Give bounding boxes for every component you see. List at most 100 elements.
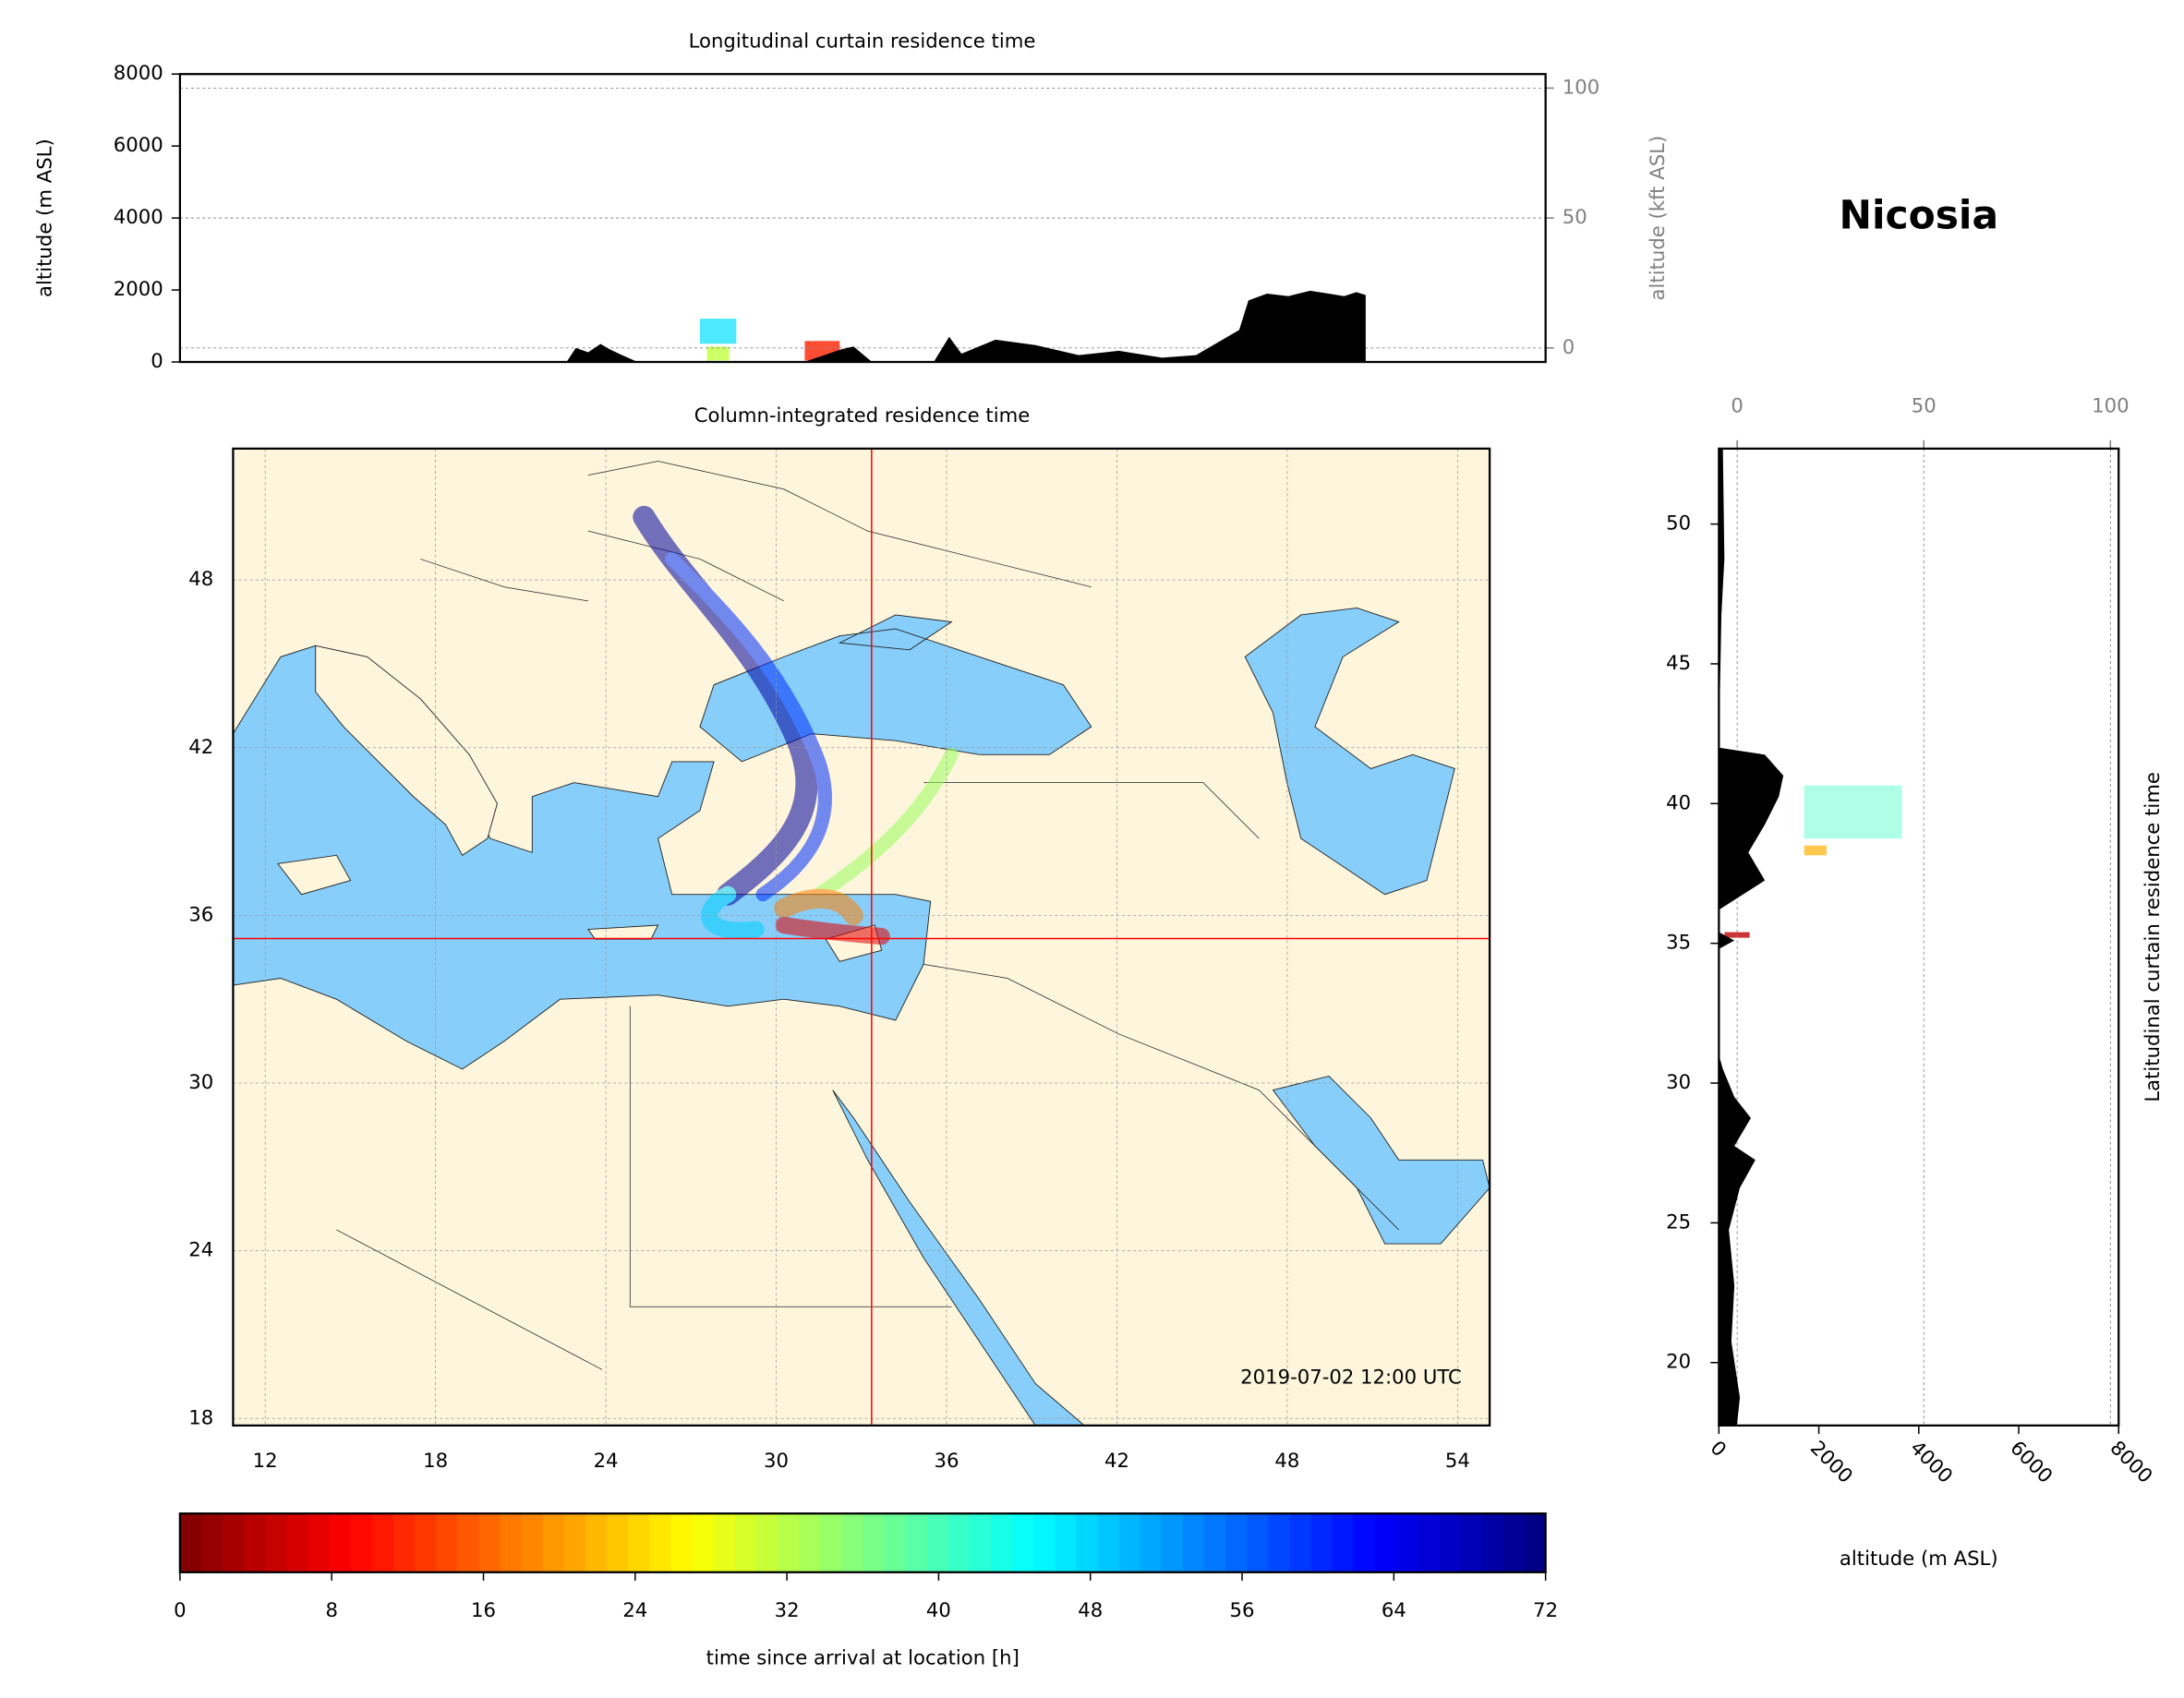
colorbar-step xyxy=(1332,1513,1355,1572)
y2-tick-label: 50 xyxy=(1563,205,1587,228)
colorbar-tick-label: 16 xyxy=(471,1598,496,1621)
colorbar-step xyxy=(990,1513,1013,1572)
y-axis-label: Latitudinal curtain residence time xyxy=(2141,772,2164,1102)
colorbar-step xyxy=(1310,1513,1333,1572)
colorbar-step xyxy=(329,1513,352,1572)
map-base xyxy=(233,448,1490,1426)
colorbar-step xyxy=(1268,1513,1291,1572)
x-tick-label: 24 xyxy=(594,1449,619,1472)
colorbar-step xyxy=(457,1513,480,1572)
colorbar-step xyxy=(1289,1513,1312,1572)
colorbar-step xyxy=(798,1513,821,1572)
colorbar-step xyxy=(1395,1513,1418,1572)
colorbar-step xyxy=(1182,1513,1205,1572)
colorbar-step xyxy=(542,1513,565,1572)
colorbar-step xyxy=(820,1513,842,1572)
terrain-area xyxy=(934,290,1366,363)
colorbar-step xyxy=(1460,1513,1483,1572)
colorbar-step xyxy=(692,1513,715,1572)
y-tick-label: 0 xyxy=(151,349,163,372)
colorbar-step xyxy=(1439,1513,1461,1572)
colorbar-step xyxy=(1076,1513,1099,1572)
colorbar-step xyxy=(1161,1513,1184,1572)
colorbar-step xyxy=(926,1513,949,1572)
colorbar-step xyxy=(371,1513,394,1572)
colorbar-step xyxy=(755,1513,778,1572)
colorbar-step xyxy=(308,1513,331,1572)
colorbar-step xyxy=(392,1513,416,1572)
colorbar-step xyxy=(265,1513,288,1572)
terrain-area xyxy=(566,343,638,363)
chart-title: Column-integrated residence time xyxy=(694,403,1031,427)
colorbar-tick-label: 72 xyxy=(1533,1598,1558,1621)
colorbar-step xyxy=(1055,1513,1078,1572)
colorbar-tick-label: 24 xyxy=(622,1598,647,1621)
colorbar-tick-label: 64 xyxy=(1382,1598,1406,1621)
y-tick-label: 25 xyxy=(1666,1210,1691,1233)
colorbar-step xyxy=(1418,1513,1440,1572)
axes-frame xyxy=(178,1512,1547,1573)
x-tick-label: 6000 xyxy=(2006,1436,2057,1487)
x2-tick-label: 0 xyxy=(1731,393,1743,416)
y-axis-label: altitude (m ASL) xyxy=(33,138,56,297)
colorbar-step xyxy=(713,1513,736,1572)
x-tick-label: 2000 xyxy=(1806,1436,1858,1487)
timestamp: 2019-07-02 12:00 UTC xyxy=(1240,1365,1462,1388)
colorbar-step xyxy=(1012,1513,1034,1572)
colorbar-step xyxy=(1140,1513,1163,1572)
colorbar-step xyxy=(1247,1513,1270,1572)
x-tick-label: 36 xyxy=(935,1449,959,1472)
colorbar-step xyxy=(863,1513,886,1572)
y-tick-label: 30 xyxy=(1666,1070,1691,1093)
colorbar-step xyxy=(244,1513,267,1572)
colorbar-step xyxy=(1524,1513,1547,1572)
colorbar-step xyxy=(563,1513,586,1572)
colorbar-step xyxy=(734,1513,757,1572)
axes-frame xyxy=(232,447,1491,1427)
x-tick-label: 30 xyxy=(764,1449,789,1472)
y-tick-label: 35 xyxy=(1666,931,1691,954)
colorbar-step xyxy=(628,1513,650,1572)
colorbar-step xyxy=(223,1513,245,1572)
colorbar-tick-label: 40 xyxy=(926,1598,951,1621)
colorbar-step xyxy=(585,1513,608,1572)
suptitle: Nicosia xyxy=(1840,193,1999,238)
y-tick-label: 36 xyxy=(188,902,213,925)
x-tick-label: 0 xyxy=(1707,1436,1732,1461)
colorbar-step xyxy=(1203,1513,1226,1572)
colorbar-tick-label: 8 xyxy=(325,1598,337,1621)
y2-tick-label: 100 xyxy=(1563,75,1599,98)
colorbar-tick-label: 48 xyxy=(1078,1598,1103,1621)
y-tick-label: 18 xyxy=(188,1405,213,1428)
colorbar-step xyxy=(1353,1513,1376,1572)
colorbar-step xyxy=(286,1513,309,1572)
y-tick-label: 50 xyxy=(1666,512,1691,535)
colorbar-step xyxy=(1097,1513,1120,1572)
colorbar-tick-label: 32 xyxy=(775,1598,800,1621)
colorbar-step xyxy=(436,1513,459,1572)
y-tick-label: 6000 xyxy=(114,133,163,156)
colorbar-step xyxy=(947,1513,971,1572)
y-tick-label: 20 xyxy=(1666,1350,1691,1373)
terrain-area xyxy=(803,346,873,363)
colorbar-step xyxy=(670,1513,694,1572)
y-tick-label: 45 xyxy=(1666,651,1691,674)
x-tick-label: 48 xyxy=(1274,1449,1299,1472)
y-tick-label: 4000 xyxy=(114,205,163,228)
y-tick-label: 2000 xyxy=(114,277,163,300)
colorbar-step xyxy=(1225,1513,1248,1572)
colorbar-step xyxy=(415,1513,437,1572)
y2-axis-label: altitude (kft ASL) xyxy=(1646,136,1669,301)
x-axis-label: altitude (m ASL) xyxy=(1840,1547,1998,1570)
x-tick-label: 8000 xyxy=(2106,1436,2157,1487)
x-tick-label: 12 xyxy=(253,1449,278,1472)
x2-tick-label: 50 xyxy=(1912,393,1937,416)
colorbar-step xyxy=(200,1513,223,1572)
colorbar-step xyxy=(841,1513,864,1572)
y-tick-label: 48 xyxy=(188,567,213,590)
colorbar-step xyxy=(521,1513,544,1572)
colorbar-step xyxy=(1118,1513,1141,1572)
x2-tick-label: 100 xyxy=(2092,393,2129,416)
y-tick-label: 30 xyxy=(188,1070,213,1093)
x-tick-label: 18 xyxy=(423,1449,448,1472)
